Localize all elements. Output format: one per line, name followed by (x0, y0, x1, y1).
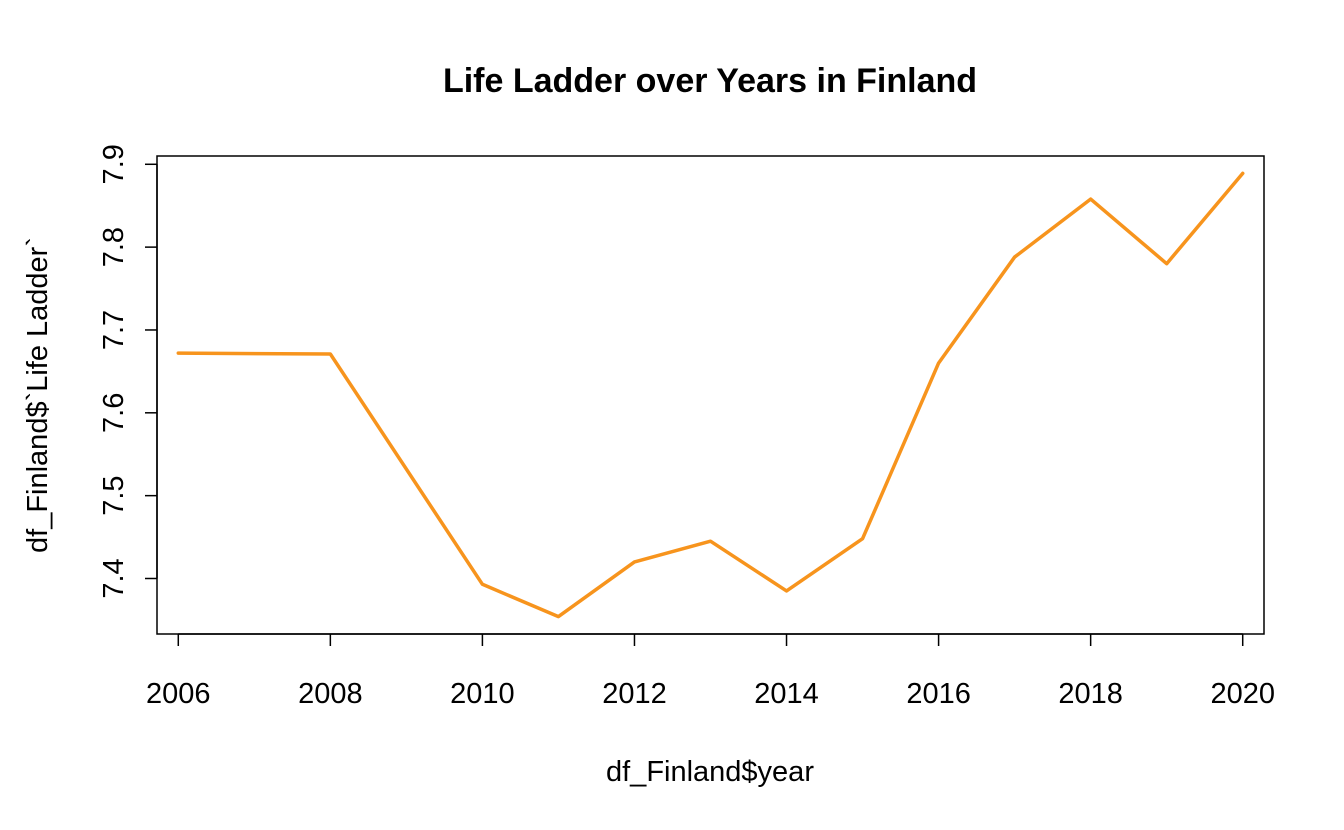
y-tick-label: 7.8 (98, 227, 130, 267)
chart-title: Life Ladder over Years in Finland (443, 62, 977, 100)
y-tick-label: 7.9 (98, 144, 130, 184)
y-tick-label: 7.5 (98, 475, 130, 515)
x-axis: 2006 2008 2010 2012 2014 2016 2018 2020 (146, 633, 1275, 710)
y-tick-label: 7.7 (98, 310, 130, 350)
x-axis-label: df_Finland$year (606, 756, 814, 788)
x-tick-label: 2006 (146, 678, 211, 710)
y-axis-label: df_Finland$`Life Ladder` (22, 237, 54, 553)
x-tick-label: 2008 (298, 678, 363, 710)
x-tick-label: 2010 (450, 678, 515, 710)
x-tick-label: 2014 (754, 678, 819, 710)
x-tick-label: 2012 (602, 678, 667, 710)
x-tick-label: 2018 (1058, 678, 1123, 710)
y-axis: 7.4 7.5 7.6 7.7 7.8 7.9 (98, 144, 158, 599)
series-group (176, 171, 1245, 619)
x-tick-label: 2016 (906, 678, 971, 710)
y-tick-label: 7.4 (98, 558, 130, 598)
series-line-0 (176, 171, 1245, 619)
y-tick-label: 7.6 (98, 393, 130, 433)
plot-area-frame (156, 155, 1265, 635)
x-tick-label: 2020 (1210, 678, 1275, 710)
